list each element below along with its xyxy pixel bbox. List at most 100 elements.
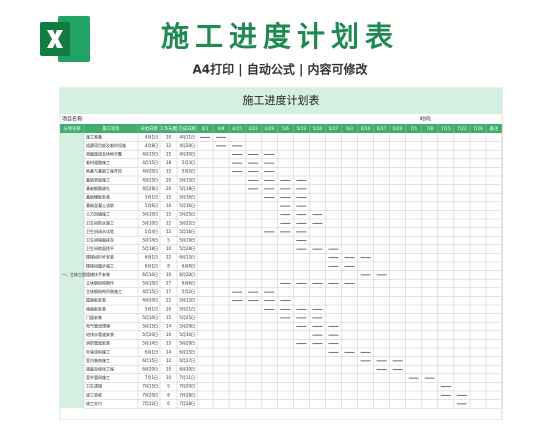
- task-name: 电气管线预埋: [86, 323, 110, 329]
- start-date: 6月1日: [145, 263, 158, 268]
- date-header: 7/8: [426, 126, 433, 132]
- start-date: 6月1日: [145, 255, 158, 260]
- header-row: [60, 124, 502, 133]
- end-date: 5月2日: [182, 289, 195, 294]
- task-name: 卫生间墙面抹灰: [86, 237, 114, 243]
- start-date: 6月1日: [145, 349, 158, 354]
- work-days: 12: [166, 143, 172, 148]
- start-date: 5月18日: [142, 246, 158, 251]
- end-date: 6月27日: [179, 358, 195, 363]
- date-header: 4/8: [218, 126, 225, 132]
- work-days: 10: [166, 272, 172, 277]
- sheet-title: 施工进度计划表: [243, 93, 320, 107]
- work-days: 18: [166, 160, 172, 165]
- task-name: 室外管网施工: [86, 374, 110, 380]
- work-days: 8: [167, 392, 170, 397]
- end-date: 5月15日: [179, 177, 195, 182]
- date-header: 6/10: [361, 126, 371, 132]
- work-days: 10: [166, 134, 172, 139]
- start-date: 5月4日: [145, 229, 158, 234]
- end-date: 5月29日: [179, 324, 195, 329]
- task-name: 楼梯扶手安装: [86, 271, 110, 277]
- work-days: 10: [166, 246, 172, 251]
- end-date: 5月3日: [182, 160, 195, 165]
- start-date: 5月15日: [142, 324, 158, 329]
- work-days: 15: [166, 212, 172, 217]
- category: 一、主体工程: [62, 271, 86, 277]
- task-name: 墙面板安装: [86, 305, 106, 311]
- date-header: 5/20: [313, 126, 323, 132]
- task-name: 楼梯间栏杆安装: [86, 254, 114, 260]
- end-date: 5月29日: [179, 341, 195, 346]
- header-cell: 施工项目: [102, 125, 119, 132]
- work-days: 15: [166, 315, 172, 320]
- banner-title: 施工进度计划表: [161, 20, 399, 53]
- task-name: 卫生间防水施工: [86, 219, 114, 225]
- start-date: 5月1日: [145, 306, 158, 311]
- start-date: 6月15日: [142, 358, 158, 363]
- task-name: 给排水管道安装: [86, 331, 114, 337]
- date-header: 7/1: [410, 126, 417, 132]
- end-date: 5月25日: [179, 315, 195, 320]
- work-days: 12: [166, 220, 172, 225]
- task-name: 门窗安装: [86, 314, 102, 320]
- remark-header: 备注: [490, 125, 499, 132]
- end-date: 4月20日: [179, 143, 195, 148]
- end-date: 7月11日: [179, 375, 195, 380]
- start-date: 4月25日: [142, 177, 158, 182]
- end-date: 5月5日: [182, 169, 195, 174]
- sheet-title-bar: [60, 88, 502, 114]
- end-date: 5月18日: [179, 186, 195, 191]
- task-name: 基础垫层施工: [86, 176, 110, 182]
- work-days: 15: [166, 195, 172, 200]
- date-header: 6/24: [393, 126, 403, 132]
- work-days: 5: [167, 238, 170, 243]
- work-days: 10: [166, 375, 172, 380]
- task-name: 基础模板安装: [86, 194, 110, 200]
- task-name: 主体钢结构吊装施工: [86, 288, 122, 294]
- start-date: 4月8日: [145, 143, 158, 148]
- date-header: 4/15: [232, 126, 242, 132]
- end-date: 5月25日: [179, 212, 195, 217]
- task-name: 主体钢结构制作: [86, 280, 114, 286]
- task-name: 屋面板安装: [86, 297, 106, 303]
- end-date: 5月22日: [179, 220, 195, 225]
- header-cell: 完成日期: [178, 125, 195, 132]
- work-days: 10: [166, 367, 172, 372]
- work-days: 10: [166, 203, 172, 208]
- task-name: 卫生间闭水试验: [86, 228, 114, 234]
- date-header: 4/1: [202, 126, 209, 132]
- work-days: 15: [166, 169, 172, 174]
- end-date: 6月15日: [179, 349, 195, 354]
- header-cell: 分项名称: [63, 125, 81, 132]
- date-header: 5/13: [297, 126, 307, 132]
- work-days: 5: [167, 384, 170, 389]
- task-name: 测量放线及场地平整: [86, 151, 122, 157]
- start-date: 7月1日: [145, 375, 158, 380]
- task-name: 竣工验收: [86, 391, 102, 397]
- banner-subtitle: A4打印 | 自动公式 | 内容可修改: [192, 62, 368, 77]
- end-date: 7月28日: [179, 392, 195, 397]
- start-date: 4月20日: [142, 169, 158, 174]
- time-label: 时间:: [420, 116, 432, 123]
- end-date: 5月19日: [179, 238, 195, 243]
- start-date: 6月10日: [142, 272, 158, 277]
- work-days: 10: [166, 332, 172, 337]
- start-date: 5月20日: [142, 332, 158, 337]
- task-name: 外墙涂料施工: [86, 348, 110, 354]
- start-date: 6月20日: [142, 367, 158, 372]
- work-days: 20: [166, 177, 172, 182]
- end-date: 6月9日: [182, 263, 195, 268]
- task-name: 地基与基础工程开挖: [86, 168, 122, 174]
- task-name: 土方回填施工: [86, 211, 110, 217]
- start-date: 4月28日: [142, 186, 158, 191]
- start-date: 4月15日: [142, 289, 158, 294]
- end-date: 6月20日: [179, 272, 195, 277]
- work-days: 17: [166, 289, 172, 294]
- work-days: 14: [166, 324, 172, 329]
- date-header: 6/17: [377, 126, 387, 132]
- date-header: 6/3: [346, 126, 353, 132]
- date-header: 7/29: [473, 126, 483, 132]
